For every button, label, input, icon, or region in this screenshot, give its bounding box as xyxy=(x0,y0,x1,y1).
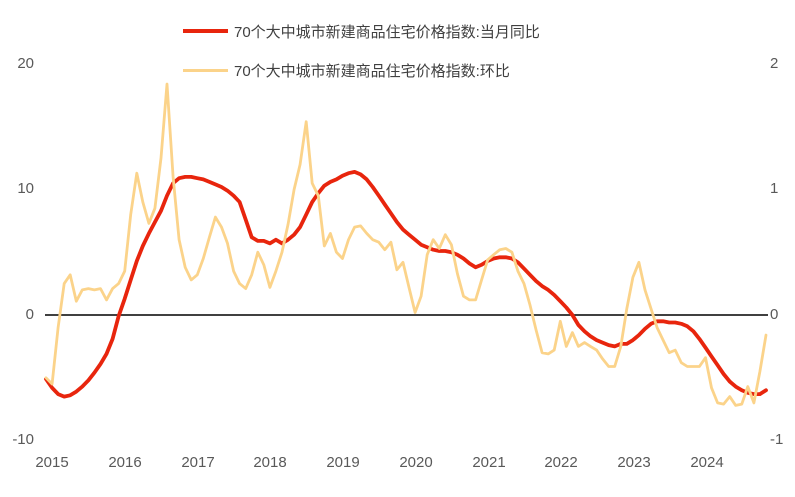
x-axis-tick-2019: 2019 xyxy=(326,454,360,471)
left-axis-tick--10: -10 xyxy=(12,431,34,448)
right-axis-tick-0: 0 xyxy=(770,306,779,323)
right-axis-tick-1: 1 xyxy=(770,180,779,197)
left-axis-tick-20: 20 xyxy=(17,55,34,72)
legend-item-mom: 70个大中城市新建商品住宅价格指数:环比 xyxy=(183,62,510,80)
x-axis-tick-2022: 2022 xyxy=(544,454,578,471)
right-axis-tick-2: 2 xyxy=(770,55,779,72)
x-axis-tick-2016: 2016 xyxy=(108,454,142,471)
series-line-yoy xyxy=(44,169,768,399)
legend-item-yoy: 70个大中城市新建商品住宅价格指数:当月同比 xyxy=(183,23,540,41)
x-axis-tick-2024: 2024 xyxy=(690,454,724,471)
legend-line-swatch-mom xyxy=(183,68,228,72)
legend-label-yoy: 70个大中城市新建商品住宅价格指数:当月同比 xyxy=(234,23,540,41)
x-axis-tick-2017: 2017 xyxy=(181,454,215,471)
x-axis-tick-2015: 2015 xyxy=(35,454,69,471)
legend-line-swatch-yoy xyxy=(183,29,228,33)
right-axis-tick--1: -1 xyxy=(770,431,784,448)
legend-label-mom: 70个大中城市新建商品住宅价格指数:环比 xyxy=(234,62,510,80)
x-axis-tick-2021: 2021 xyxy=(472,454,506,471)
x-axis-tick-2020: 2020 xyxy=(399,454,433,471)
x-axis-tick-2018: 2018 xyxy=(253,454,287,471)
x-axis-tick-2023: 2023 xyxy=(617,454,651,471)
left-axis-tick-0: 0 xyxy=(25,306,34,323)
series-line-mom xyxy=(44,82,768,407)
left-axis-tick-10: 10 xyxy=(17,180,34,197)
